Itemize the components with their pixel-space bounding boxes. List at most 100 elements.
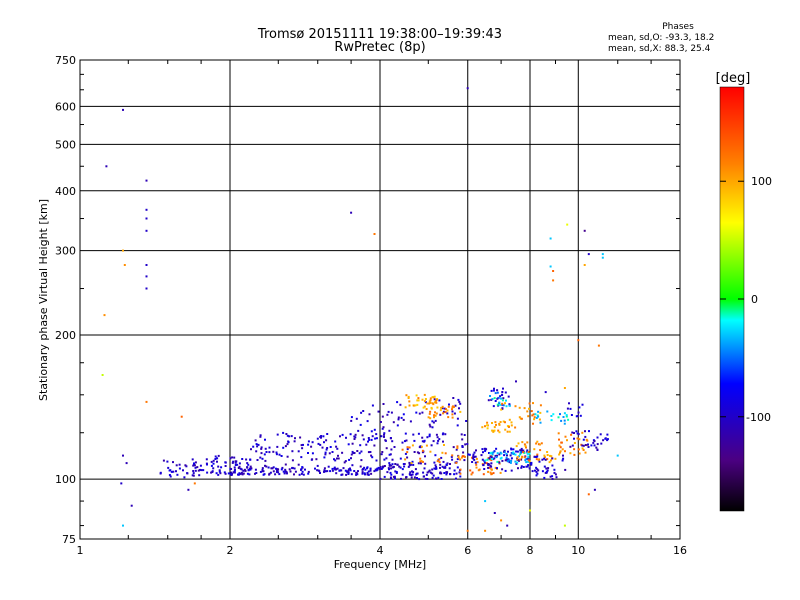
data-point (176, 464, 178, 466)
data-point (172, 471, 174, 473)
data-point (374, 429, 376, 431)
data-point (472, 472, 474, 474)
data-point (509, 405, 511, 407)
data-point (543, 477, 545, 479)
data-point (484, 500, 486, 502)
data-point (195, 461, 197, 463)
data-point (545, 468, 547, 470)
data-point (389, 454, 391, 456)
data-point (225, 462, 227, 464)
data-point (214, 458, 216, 460)
data-point (240, 473, 242, 475)
data-point (499, 431, 501, 433)
data-point (380, 435, 382, 437)
data-point (371, 430, 373, 432)
data-point (452, 417, 454, 419)
data-point (451, 413, 453, 415)
data-point (362, 468, 364, 470)
data-point (185, 465, 187, 467)
data-point (494, 426, 496, 428)
data-point (415, 412, 417, 414)
data-point (421, 412, 423, 414)
data-point (497, 404, 499, 406)
data-point (412, 444, 414, 446)
data-point (429, 434, 431, 436)
data-point (496, 461, 498, 463)
colorbar-tick-label: 0 (751, 293, 758, 306)
data-point (278, 473, 280, 475)
data-point (167, 467, 169, 469)
data-point (131, 505, 133, 507)
data-point (517, 456, 519, 458)
data-point (219, 471, 221, 473)
data-point (598, 345, 600, 347)
data-point (486, 422, 488, 424)
data-point (493, 405, 495, 407)
data-point (573, 432, 575, 434)
data-point (510, 448, 512, 450)
data-point (225, 473, 227, 475)
data-point (507, 451, 509, 453)
data-point (500, 453, 502, 455)
data-point (198, 474, 200, 476)
data-point (336, 448, 338, 450)
data-point (569, 452, 571, 454)
data-point (543, 455, 545, 457)
data-point (484, 450, 486, 452)
data-point (503, 454, 505, 456)
data-point (588, 446, 590, 448)
data-point (262, 467, 264, 469)
data-point (255, 450, 257, 452)
data-point (544, 466, 546, 468)
data-point (459, 459, 461, 461)
data-point (437, 477, 439, 479)
data-point (582, 404, 584, 406)
data-point (350, 212, 352, 214)
data-point (541, 442, 543, 444)
data-point (534, 470, 536, 472)
data-point (539, 444, 541, 446)
data-point (579, 453, 581, 455)
data-point (310, 446, 312, 448)
data-point (536, 473, 538, 475)
data-point (376, 469, 378, 471)
data-point (535, 443, 537, 445)
data-point (459, 403, 461, 405)
data-point (246, 467, 248, 469)
data-point (426, 436, 428, 438)
data-point (328, 466, 330, 468)
data-point (270, 472, 272, 474)
data-point (248, 469, 250, 471)
data-point (511, 421, 513, 423)
data-point (388, 462, 390, 464)
data-point (617, 455, 619, 457)
data-point (390, 472, 392, 474)
data-point (566, 414, 568, 416)
data-point (285, 433, 287, 435)
data-point (439, 461, 441, 463)
data-point (412, 464, 414, 466)
data-point (488, 399, 490, 401)
data-point (421, 437, 423, 439)
data-point (533, 448, 535, 450)
data-point (454, 470, 456, 472)
data-point (483, 464, 485, 466)
data-point (464, 443, 466, 445)
data-point (249, 469, 251, 471)
data-point (451, 408, 453, 410)
data-point (363, 438, 365, 440)
data-point (325, 452, 327, 454)
data-point (540, 422, 542, 424)
data-point (192, 458, 194, 460)
data-point (545, 391, 547, 393)
data-point (392, 459, 394, 461)
data-point (566, 224, 568, 226)
data-point (170, 476, 172, 478)
data-point (491, 430, 493, 432)
data-point (539, 449, 541, 451)
data-point (590, 444, 592, 446)
data-point (409, 447, 411, 449)
data-point (442, 441, 444, 443)
data-point (502, 397, 504, 399)
data-point (233, 457, 235, 459)
